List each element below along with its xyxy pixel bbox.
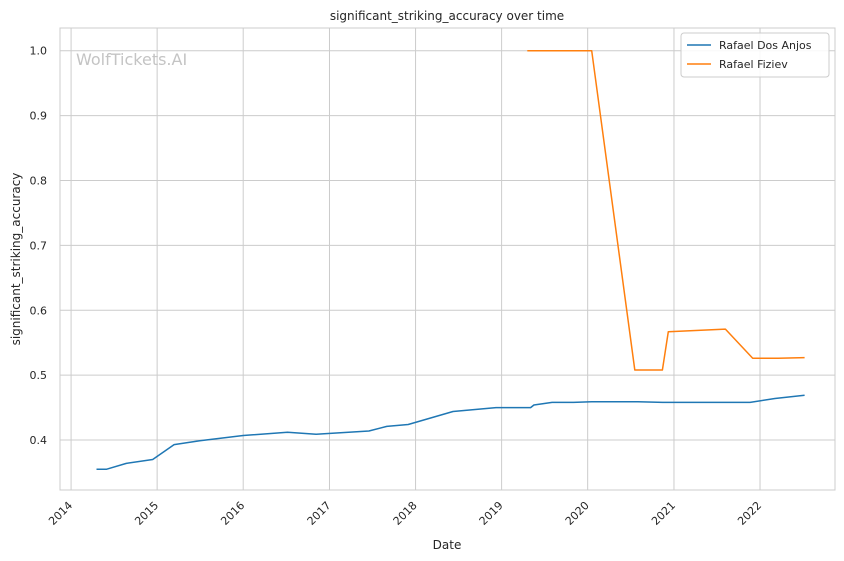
x-axis-label: Date [433, 538, 462, 552]
series-layer [96, 49, 805, 470]
grid-lines [60, 28, 835, 490]
y-tick-label: 0.9 [30, 110, 48, 123]
y-tick-label: 0.7 [30, 239, 48, 252]
legend-label-rafael-dos-anjos: Rafael Dos Anjos [719, 39, 812, 52]
y-tick-label: 0.8 [30, 174, 48, 187]
y-tick-label: 0.5 [30, 369, 48, 382]
chart-title: significant_striking_accuracy over time [330, 9, 564, 23]
plot-area-frame [59, 27, 836, 491]
legend-label-rafael-fiziev: Rafael Fiziev [719, 58, 788, 71]
series-line-rafael-fiziev [527, 49, 805, 371]
y-tick-label: 0.6 [30, 304, 48, 317]
legend-box [680, 32, 830, 78]
y-axis-label: significant_striking_accuracy [9, 173, 23, 346]
watermark: WolfTickets.AI [76, 50, 187, 69]
legend: Rafael Dos Anjos Rafael Fiziev [680, 32, 830, 78]
y-tick-label: 0.4 [30, 434, 48, 447]
y-tick-label: 1.0 [30, 45, 48, 58]
series-line-rafael-dos-anjos [96, 394, 805, 470]
